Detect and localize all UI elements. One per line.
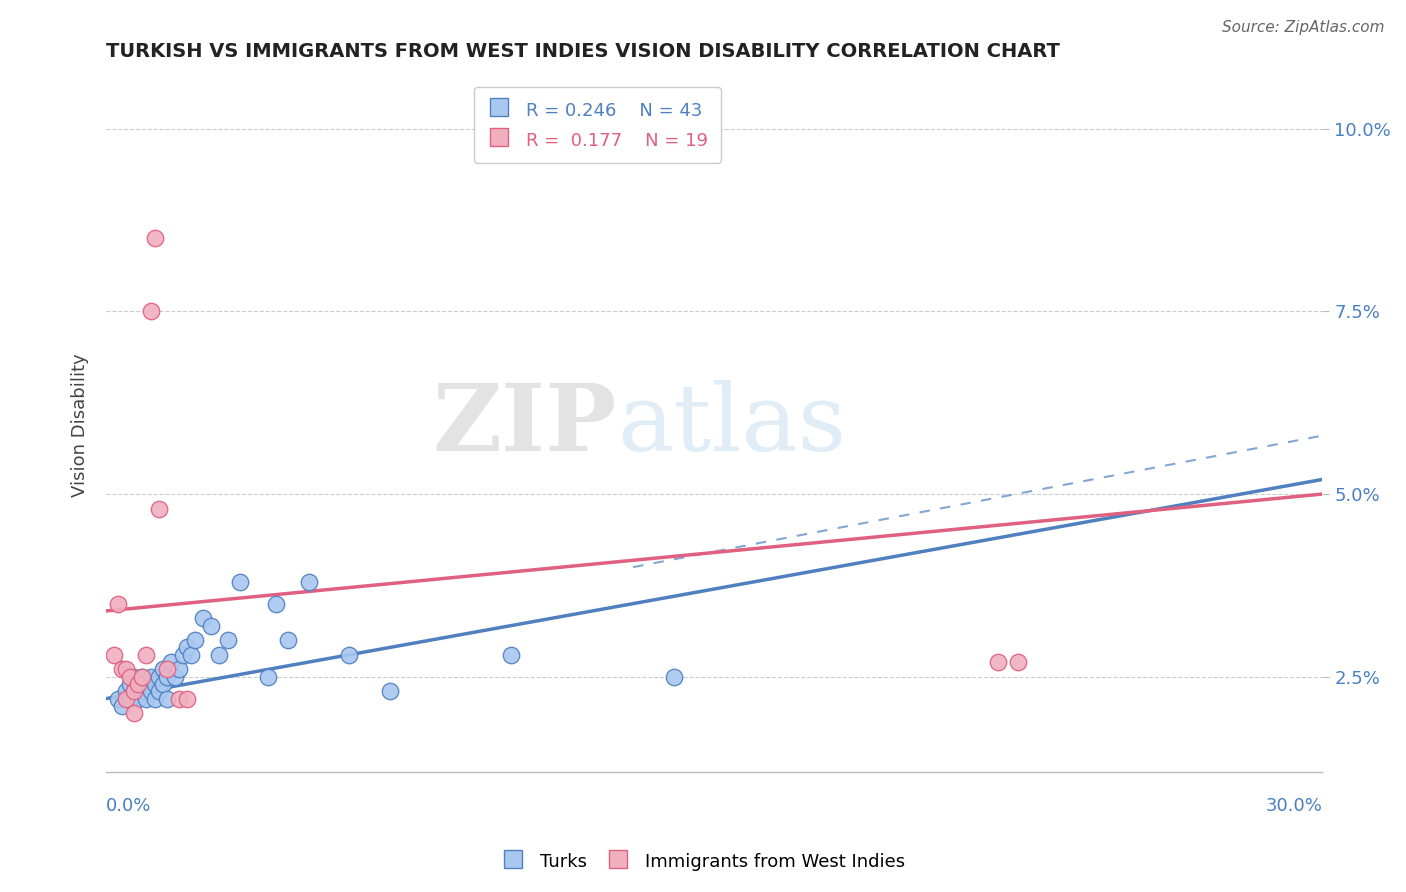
- Point: [156, 662, 179, 676]
- Point: [152, 677, 174, 691]
- Point: [139, 684, 162, 698]
- Point: [152, 662, 174, 676]
- Point: [124, 670, 146, 684]
- Point: [156, 670, 179, 684]
- Point: [107, 597, 129, 611]
- Point: [120, 670, 142, 684]
- Point: [139, 304, 162, 318]
- Point: [107, 691, 129, 706]
- Point: [135, 677, 157, 691]
- Text: Source: ZipAtlas.com: Source: ZipAtlas.com: [1222, 20, 1385, 35]
- Point: [163, 670, 186, 684]
- Point: [229, 574, 252, 589]
- Point: [337, 648, 360, 662]
- Point: [124, 684, 146, 698]
- Point: [143, 231, 166, 245]
- Point: [127, 677, 149, 691]
- Text: atlas: atlas: [617, 380, 846, 469]
- Point: [257, 670, 280, 684]
- Point: [180, 648, 202, 662]
- Point: [120, 691, 142, 706]
- Y-axis label: Vision Disability: Vision Disability: [72, 352, 89, 497]
- Point: [200, 618, 222, 632]
- Point: [172, 648, 194, 662]
- Point: [148, 670, 170, 684]
- Point: [184, 633, 207, 648]
- Text: 0.0%: 0.0%: [105, 797, 152, 814]
- Text: ZIP: ZIP: [433, 380, 617, 469]
- Point: [120, 677, 142, 691]
- Point: [111, 698, 134, 713]
- Point: [131, 670, 153, 684]
- Point: [176, 640, 198, 655]
- Text: TURKISH VS IMMIGRANTS FROM WEST INDIES VISION DISABILITY CORRELATION CHART: TURKISH VS IMMIGRANTS FROM WEST INDIES V…: [105, 42, 1060, 61]
- Point: [501, 648, 523, 662]
- Point: [148, 684, 170, 698]
- Point: [115, 684, 138, 698]
- Point: [378, 684, 401, 698]
- Point: [127, 677, 149, 691]
- Point: [131, 670, 153, 684]
- Point: [148, 501, 170, 516]
- Text: 30.0%: 30.0%: [1265, 797, 1323, 814]
- Point: [115, 691, 138, 706]
- Point: [662, 670, 685, 684]
- Point: [167, 691, 190, 706]
- Point: [987, 655, 1010, 669]
- Legend: R = 0.246    N = 43, R =  0.177    N = 19: R = 0.246 N = 43, R = 0.177 N = 19: [474, 87, 721, 162]
- Point: [217, 633, 239, 648]
- Point: [264, 597, 287, 611]
- Point: [298, 574, 321, 589]
- Point: [115, 662, 138, 676]
- Point: [124, 684, 146, 698]
- Point: [156, 691, 179, 706]
- Legend: Turks, Immigrants from West Indies: Turks, Immigrants from West Indies: [494, 843, 912, 879]
- Point: [124, 706, 146, 721]
- Point: [1007, 655, 1029, 669]
- Point: [143, 691, 166, 706]
- Point: [135, 648, 157, 662]
- Point: [208, 648, 231, 662]
- Point: [176, 691, 198, 706]
- Point: [139, 670, 162, 684]
- Point: [131, 684, 153, 698]
- Point: [135, 691, 157, 706]
- Point: [127, 691, 149, 706]
- Point: [111, 662, 134, 676]
- Point: [167, 662, 190, 676]
- Point: [193, 611, 215, 625]
- Point: [159, 655, 181, 669]
- Point: [277, 633, 299, 648]
- Point: [143, 677, 166, 691]
- Point: [103, 648, 125, 662]
